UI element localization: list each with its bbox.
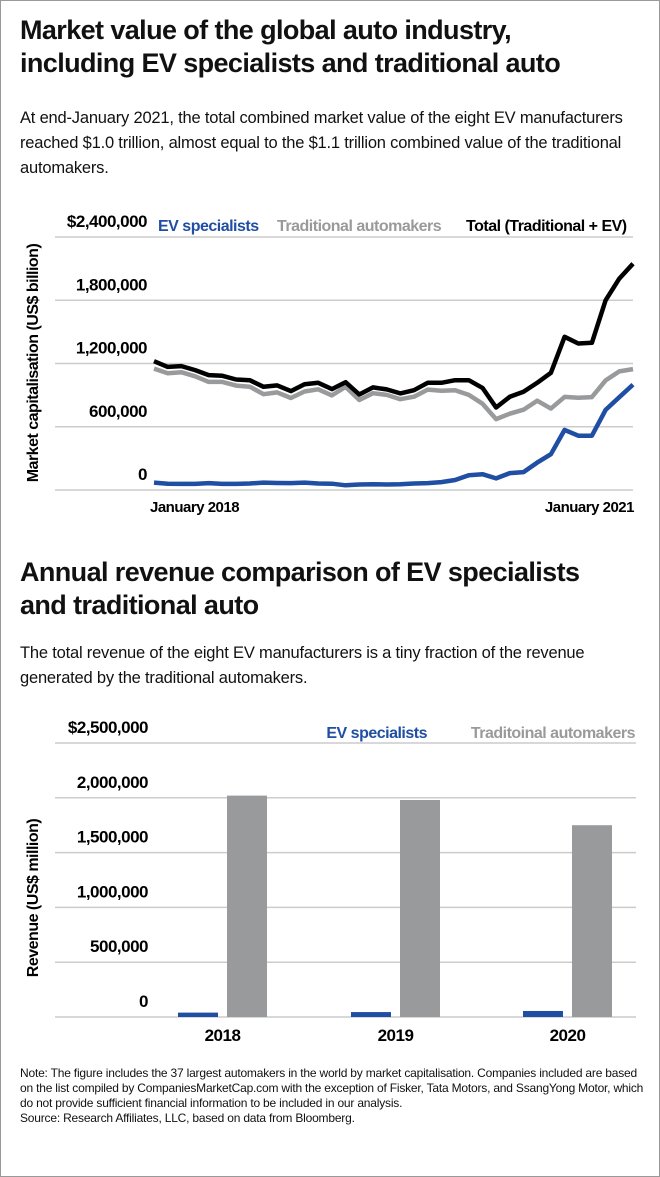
bar-ev-2018 — [178, 1012, 218, 1017]
series-line-total — [153, 262, 635, 410]
x-tick-label: January 2021 — [545, 499, 634, 516]
legend-total: Total (Traditional + EV) — [466, 218, 627, 235]
bar-ev-2020 — [523, 1010, 563, 1017]
y-tick-label: 500,000 — [90, 937, 148, 956]
bar-traditional-2018 — [227, 795, 267, 1017]
legend-ev: EV specialists — [326, 725, 427, 742]
y-tick-label: 1,200,000 — [76, 339, 147, 358]
x-tick-label: 2019 — [378, 1026, 414, 1045]
bar-chart: 0 500,000 1,000,000 1,500,000 2,000,000 $2,50… — [25, 718, 636, 1045]
x-tick-label: 2018 — [205, 1026, 241, 1045]
chart1-description: At end-January 2021, the total combined … — [20, 109, 623, 177]
y-tick-label: 0 — [138, 465, 147, 484]
source-text: Source: Research Affiliates, LLC, based … — [20, 1111, 355, 1125]
y-tick-label: 2,000,000 — [77, 773, 148, 792]
bar-traditional-2020 — [572, 825, 612, 1017]
chart2-title-line1: Annual revenue comparison of EV speciali… — [20, 557, 580, 587]
chart1-title: Market value of the global auto industry… — [20, 14, 650, 80]
note-text: Note: The figure includes the 37 largest… — [20, 1066, 644, 1110]
chart1-title-line2: including EV specialists and traditional… — [20, 48, 561, 78]
y-tick-label: 600,000 — [89, 402, 147, 421]
chart1-title-line1: Market value of the global auto industry… — [20, 15, 512, 45]
legend-traditional: Traditional automakers — [277, 218, 442, 235]
legend-ev: EV specialists — [158, 218, 259, 235]
y-tick-label: 1,000,000 — [77, 882, 148, 901]
y-tick-label: $2,500,000 — [68, 718, 148, 737]
y-tick-label: 1,800,000 — [76, 275, 147, 294]
y-tick-label: 1,500,000 — [77, 828, 148, 847]
y-axis-label: Market capitalisation (US$ billion) — [25, 244, 42, 483]
bar-traditional-2019 — [400, 799, 440, 1017]
series-line-ev — [153, 382, 635, 488]
y-tick-label: $2,400,000 — [67, 212, 147, 231]
chart2-description: The total revenue of the eight EV manufa… — [20, 644, 585, 687]
x-tick-label: 2020 — [550, 1026, 586, 1045]
x-tick-label: January 2018 — [150, 499, 239, 516]
footnote: Note: The figure includes the 37 largest… — [20, 1066, 645, 1126]
chart2-title: Annual revenue comparison of EV speciali… — [20, 556, 650, 622]
chart2-title-line2: and traditional auto — [20, 590, 259, 620]
series-line-traditional — [153, 366, 634, 422]
legend-traditional: Traditoinal automakers — [471, 725, 636, 742]
y-axis-label: Revenue (US$ million) — [25, 819, 42, 978]
y-tick-label: 0 — [139, 992, 148, 1011]
bar-ev-2019 — [351, 1012, 391, 1017]
line-chart: 0 600,000 1,200,000 1,800,000 $2,400,000 Mark… — [25, 212, 635, 516]
